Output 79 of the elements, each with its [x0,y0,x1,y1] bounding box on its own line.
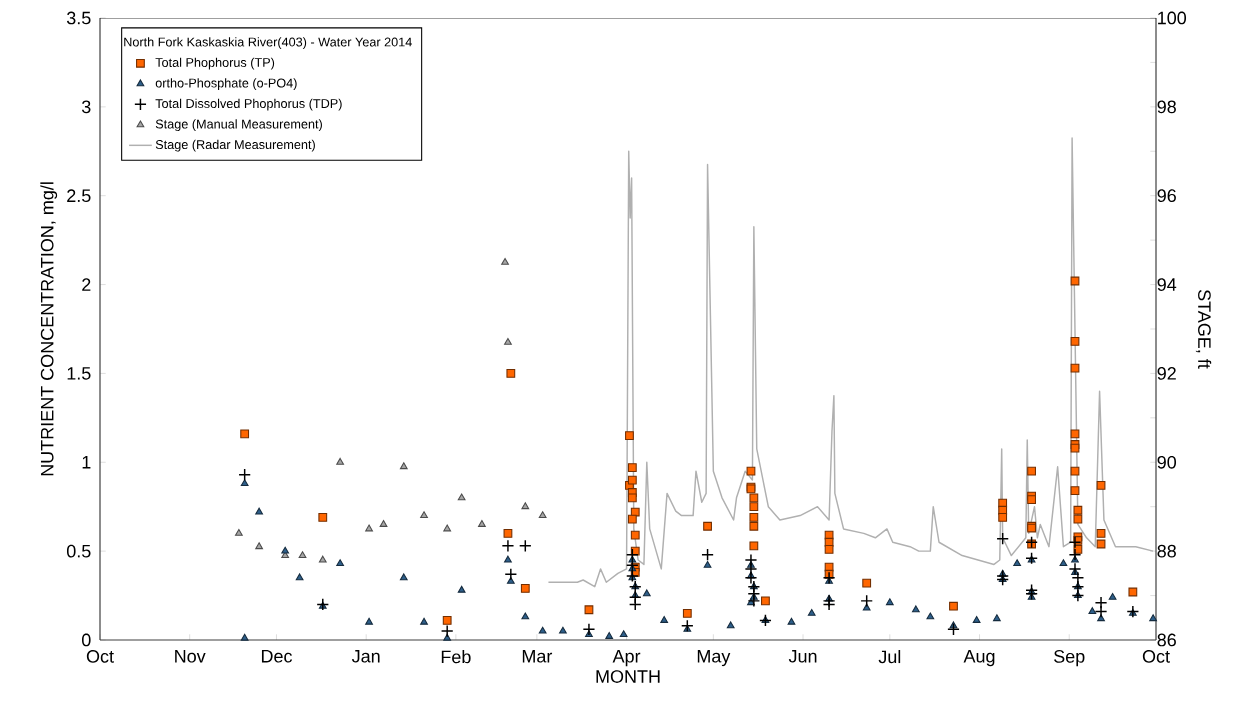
point [379,520,388,527]
point [1025,535,1038,549]
x-tick-label: Jul [878,650,901,664]
point [744,571,758,585]
legend-label: Total Phophorus (TP) [155,57,275,70]
point [628,598,642,611]
point [701,548,714,562]
x-tick-label: Feb [441,650,471,664]
legend-label: Stage (Manual Measurement) [155,119,322,132]
point [626,559,639,572]
y-tick-label: 0 [81,633,91,647]
y-axis-title: NUTRIENT CONCENTRATION, mg/l [40,182,58,476]
point [680,619,694,633]
legend-label: ortho-Phosphate (o-PO4) [155,78,297,91]
x-tick-label: Jan [351,650,380,663]
y2-axis-title: STAGE, ft [1195,289,1212,369]
point [947,622,960,636]
point [420,511,428,519]
y2-tick-label: 94 [1157,278,1177,291]
point [1068,535,1082,549]
x-tick-label: Dec [261,650,293,663]
point [298,551,307,559]
point [759,614,772,627]
y-tick-label: 3 [81,100,91,114]
point [255,542,264,550]
y2-tick-label: 92 [1157,367,1176,380]
legend-label: Stage (Radar Measurement) [155,139,315,152]
point [822,598,836,611]
point [626,548,639,562]
y-tick-label: 1.5 [67,367,91,380]
x-tick-label: Oct [86,650,114,663]
x-tick-label: Jun [788,650,817,663]
point [582,622,596,636]
point [318,555,327,563]
point [996,532,1009,546]
y2-tick-label: 100 [1158,11,1187,25]
point [626,569,639,583]
point [747,594,761,608]
y2-tick-label: 88 [1157,544,1176,558]
x-tick-label: May [697,650,731,667]
point [478,520,486,527]
point [1068,562,1082,576]
point [457,493,466,501]
x-tick-label: Aug [963,650,995,667]
point [399,462,408,470]
y-tick-label: 1 [82,456,91,469]
y-tick-label: 2 [82,278,91,291]
x-axis-title: MONTH [596,670,660,683]
point [1094,596,1108,609]
x-tick-label: Sep [1054,650,1085,667]
legend-label: Total Dissolved Phophorus (TDP) [155,98,342,111]
y-tick-label: 2.5 [67,189,91,203]
point [365,524,373,532]
point [443,524,452,532]
y2-tick-label: 98 [1157,100,1176,114]
legend-title: North Fork Kaskaskia River(403) - Water Year 2014 [124,37,412,49]
x-tick-label: Oct [1142,650,1170,663]
point [504,337,512,345]
point [234,528,243,536]
point [822,571,836,585]
y2-tick-label: 86 [1157,633,1176,647]
point [518,539,532,553]
y-tick-label: 0.5 [66,544,91,558]
point [521,502,530,510]
y2-tick-label: 90 [1157,455,1177,469]
point [1025,587,1038,601]
y-tick-label: 3.5 [66,11,91,25]
point [1025,551,1038,565]
x-tick-label: Apr [612,650,641,667]
y2-tick-label: 96 [1157,189,1176,203]
point [501,257,509,265]
point [628,580,642,594]
x-tick-label: Mar [522,650,553,663]
point [538,511,547,519]
point [501,539,515,553]
point [336,457,345,465]
point [238,468,251,482]
x-tick-label: Nov [175,650,206,663]
line-series [547,137,1154,588]
